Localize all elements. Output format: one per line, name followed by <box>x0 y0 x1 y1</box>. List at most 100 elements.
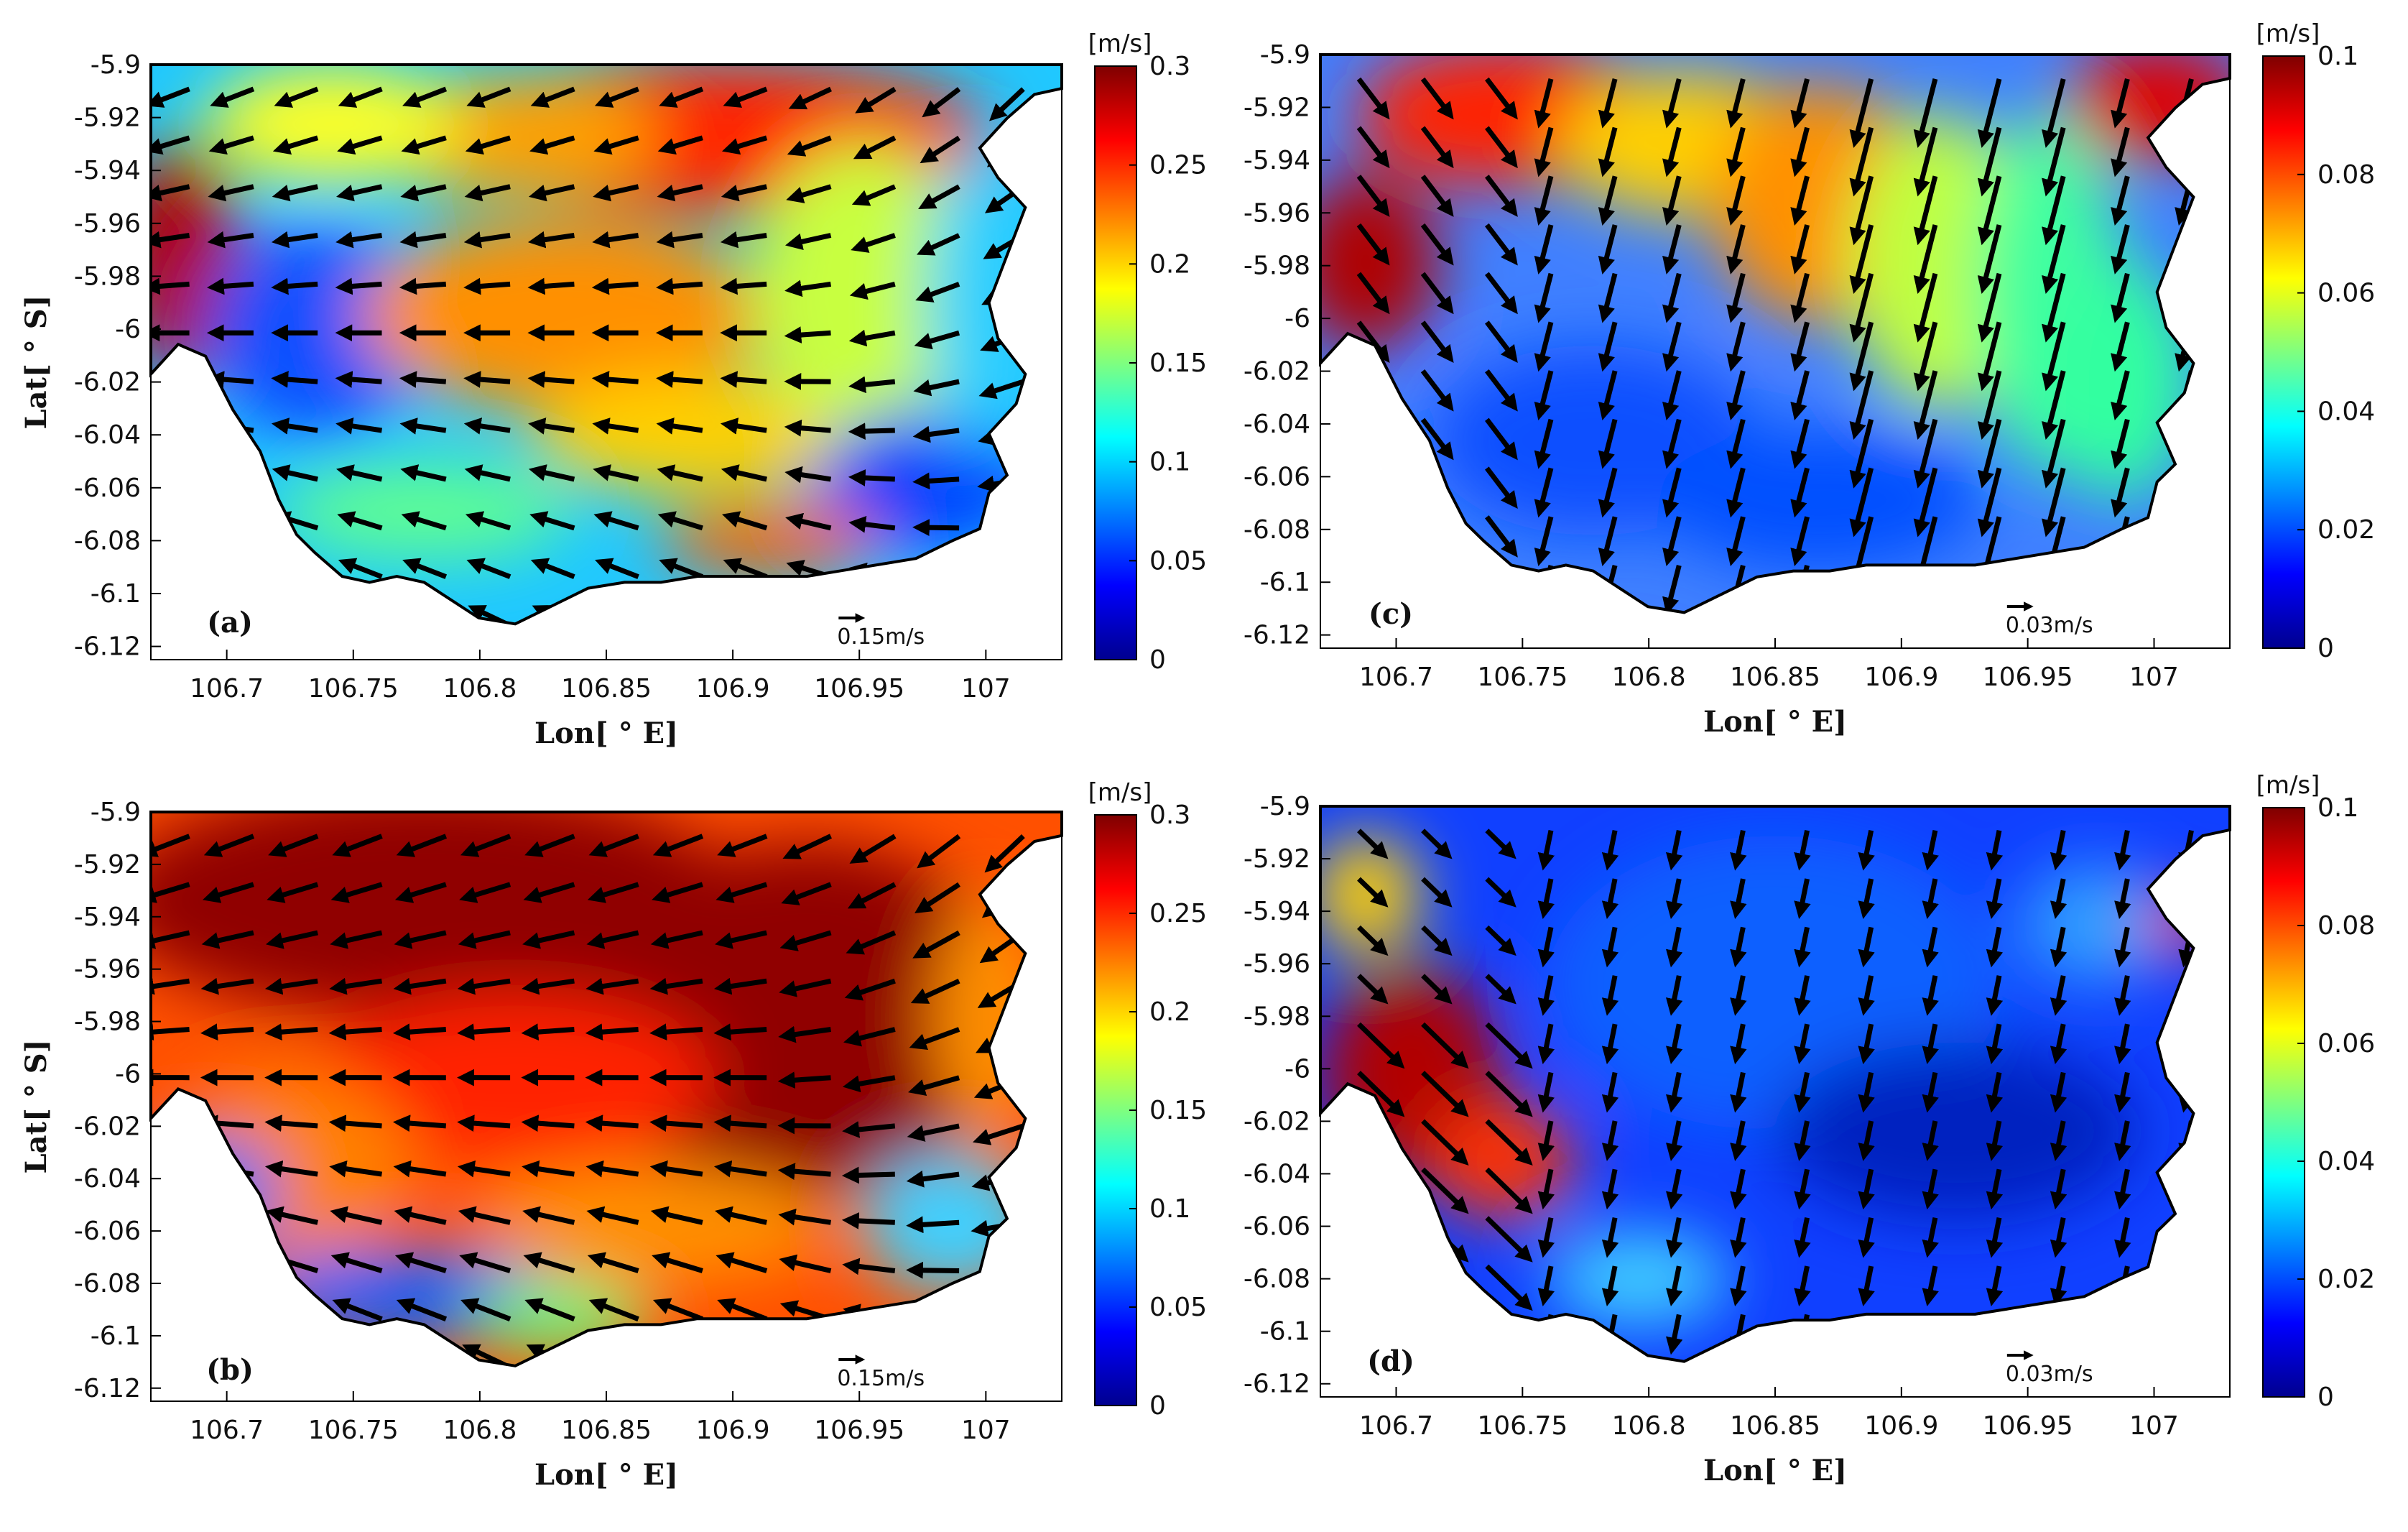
velocity-arrow <box>151 1115 190 1132</box>
velocity-arrow <box>1485 877 1516 908</box>
velocity-arrow <box>1606 614 1615 650</box>
velocity-arrow <box>843 1027 896 1047</box>
velocity-arrow <box>1977 175 2002 246</box>
velocity-arrow <box>723 86 768 108</box>
scale-arrow-label: 0.15m/s <box>837 1366 925 1391</box>
colorbar-tick-label: 0.04 <box>2317 397 2375 426</box>
velocity-arrow <box>1421 1264 1469 1311</box>
velocity-arrow <box>649 977 703 995</box>
velocity-arrow <box>848 329 896 347</box>
velocity-arrow <box>1357 1264 1405 1311</box>
velocity-arrow <box>264 1023 318 1041</box>
velocity-arrow <box>459 882 511 903</box>
y-tick-label: -5.9 <box>91 50 141 80</box>
velocity-arrow <box>585 1115 639 1132</box>
velocity-arrow <box>1665 1071 1683 1113</box>
colorbar-tick-label: 0.1 <box>2317 793 2358 823</box>
velocity-arrow <box>788 86 832 110</box>
velocity-arrow <box>1545 1363 1551 1390</box>
velocity-arrow <box>2175 272 2194 323</box>
velocity-arrow <box>1485 320 1518 363</box>
velocity-arrow <box>459 1252 511 1273</box>
colorbar-tick-label: 0.2 <box>1149 997 1190 1027</box>
velocity-arrow <box>1598 370 1618 420</box>
velocity-arrow <box>981 282 1024 305</box>
velocity-arrow <box>1730 1168 1747 1210</box>
velocity-arrow <box>2178 1217 2195 1258</box>
velocity-arrow <box>265 1206 318 1225</box>
velocity-arrow <box>1420 369 1454 412</box>
velocity-arrow <box>652 834 704 857</box>
y-tick-label: -6.06 <box>74 474 141 503</box>
velocity-arrow <box>466 558 511 579</box>
velocity-arrow <box>1858 1265 1875 1306</box>
velocity-arrow <box>849 834 897 864</box>
velocity-arrow <box>970 1311 1024 1329</box>
velocity-arrow <box>657 464 703 482</box>
x-tick-label: 106.75 <box>308 1416 399 1445</box>
velocity-arrow <box>401 511 447 531</box>
velocity-arrow <box>1662 126 1682 177</box>
velocity-arrow <box>1922 1023 1939 1065</box>
velocity-arrow <box>1918 565 1938 613</box>
colorbar-tick-label: 0 <box>2317 1383 2334 1412</box>
panel-label: (c) <box>1369 597 1413 631</box>
velocity-arrow <box>2042 321 2066 392</box>
x-tick-label: 106.9 <box>696 674 770 703</box>
velocity-arrow <box>1421 1071 1469 1117</box>
velocity-arrow <box>1662 321 1682 372</box>
velocity-arrow <box>151 930 190 949</box>
velocity-arrow <box>1356 515 1390 558</box>
velocity-arrow <box>333 1344 384 1366</box>
velocity-arrow <box>785 233 832 250</box>
velocity-arrow <box>724 605 768 624</box>
velocity-arrow <box>337 135 383 155</box>
velocity-arrow <box>1922 878 1939 919</box>
velocity-arrow <box>1537 1071 1555 1113</box>
velocity-arrow <box>1790 370 1810 420</box>
velocity-arrow <box>1726 467 1746 518</box>
x-tick-label: 106.8 <box>443 674 517 703</box>
y-tick-label: -5.96 <box>1244 949 1310 979</box>
velocity-arrow <box>1986 830 2004 871</box>
x-tick-label: 106.75 <box>308 674 399 703</box>
velocity-arrow <box>464 464 511 482</box>
panel-label: (a) <box>207 606 253 640</box>
velocity-arrow <box>914 330 960 350</box>
panel-label: (b) <box>206 1353 254 1387</box>
velocity-arrow <box>970 1265 1024 1283</box>
x-tick-label: 106.75 <box>1477 663 1567 692</box>
velocity-arrow <box>1913 126 1938 197</box>
velocity-arrow <box>778 1208 832 1226</box>
velocity-arrow <box>1726 126 1746 177</box>
velocity-arrow <box>984 834 1025 873</box>
velocity-arrow <box>2114 878 2131 919</box>
velocity-arrow <box>782 834 832 859</box>
y-tick-label: -6.08 <box>74 1269 141 1298</box>
velocity-arrow <box>1662 272 1682 323</box>
colorbar-unit: [m/s] <box>1088 29 1152 58</box>
velocity-arrow <box>841 1166 895 1184</box>
velocity-arrow <box>1662 370 1682 420</box>
velocity-arrow <box>272 511 319 531</box>
velocity-arrow <box>654 1344 704 1366</box>
y-tick-label: -5.9 <box>91 798 141 827</box>
velocity-arrow <box>1730 1023 1747 1065</box>
velocity-arrow <box>1534 126 1554 177</box>
velocity-arrow <box>1357 1022 1405 1069</box>
y-tick-label: -6.12 <box>74 1374 141 1403</box>
velocity-arrow <box>1982 565 2002 613</box>
velocity-arrow <box>457 977 511 995</box>
velocity-arrow <box>1420 77 1454 120</box>
velocity-arrow <box>787 606 832 624</box>
velocity-arrow <box>1534 78 1554 129</box>
y-tick-label: -6.04 <box>74 420 141 450</box>
velocity-arrow <box>723 558 768 579</box>
velocity-arrow <box>201 1206 254 1225</box>
velocity-arrow <box>2042 418 2066 489</box>
y-tick-label: -6.04 <box>74 1164 141 1194</box>
velocity-arrow <box>2050 1071 2067 1113</box>
velocity-arrow <box>1356 175 1390 217</box>
x-tick-label: 106.7 <box>190 1416 264 1445</box>
velocity-arrow <box>465 511 511 531</box>
